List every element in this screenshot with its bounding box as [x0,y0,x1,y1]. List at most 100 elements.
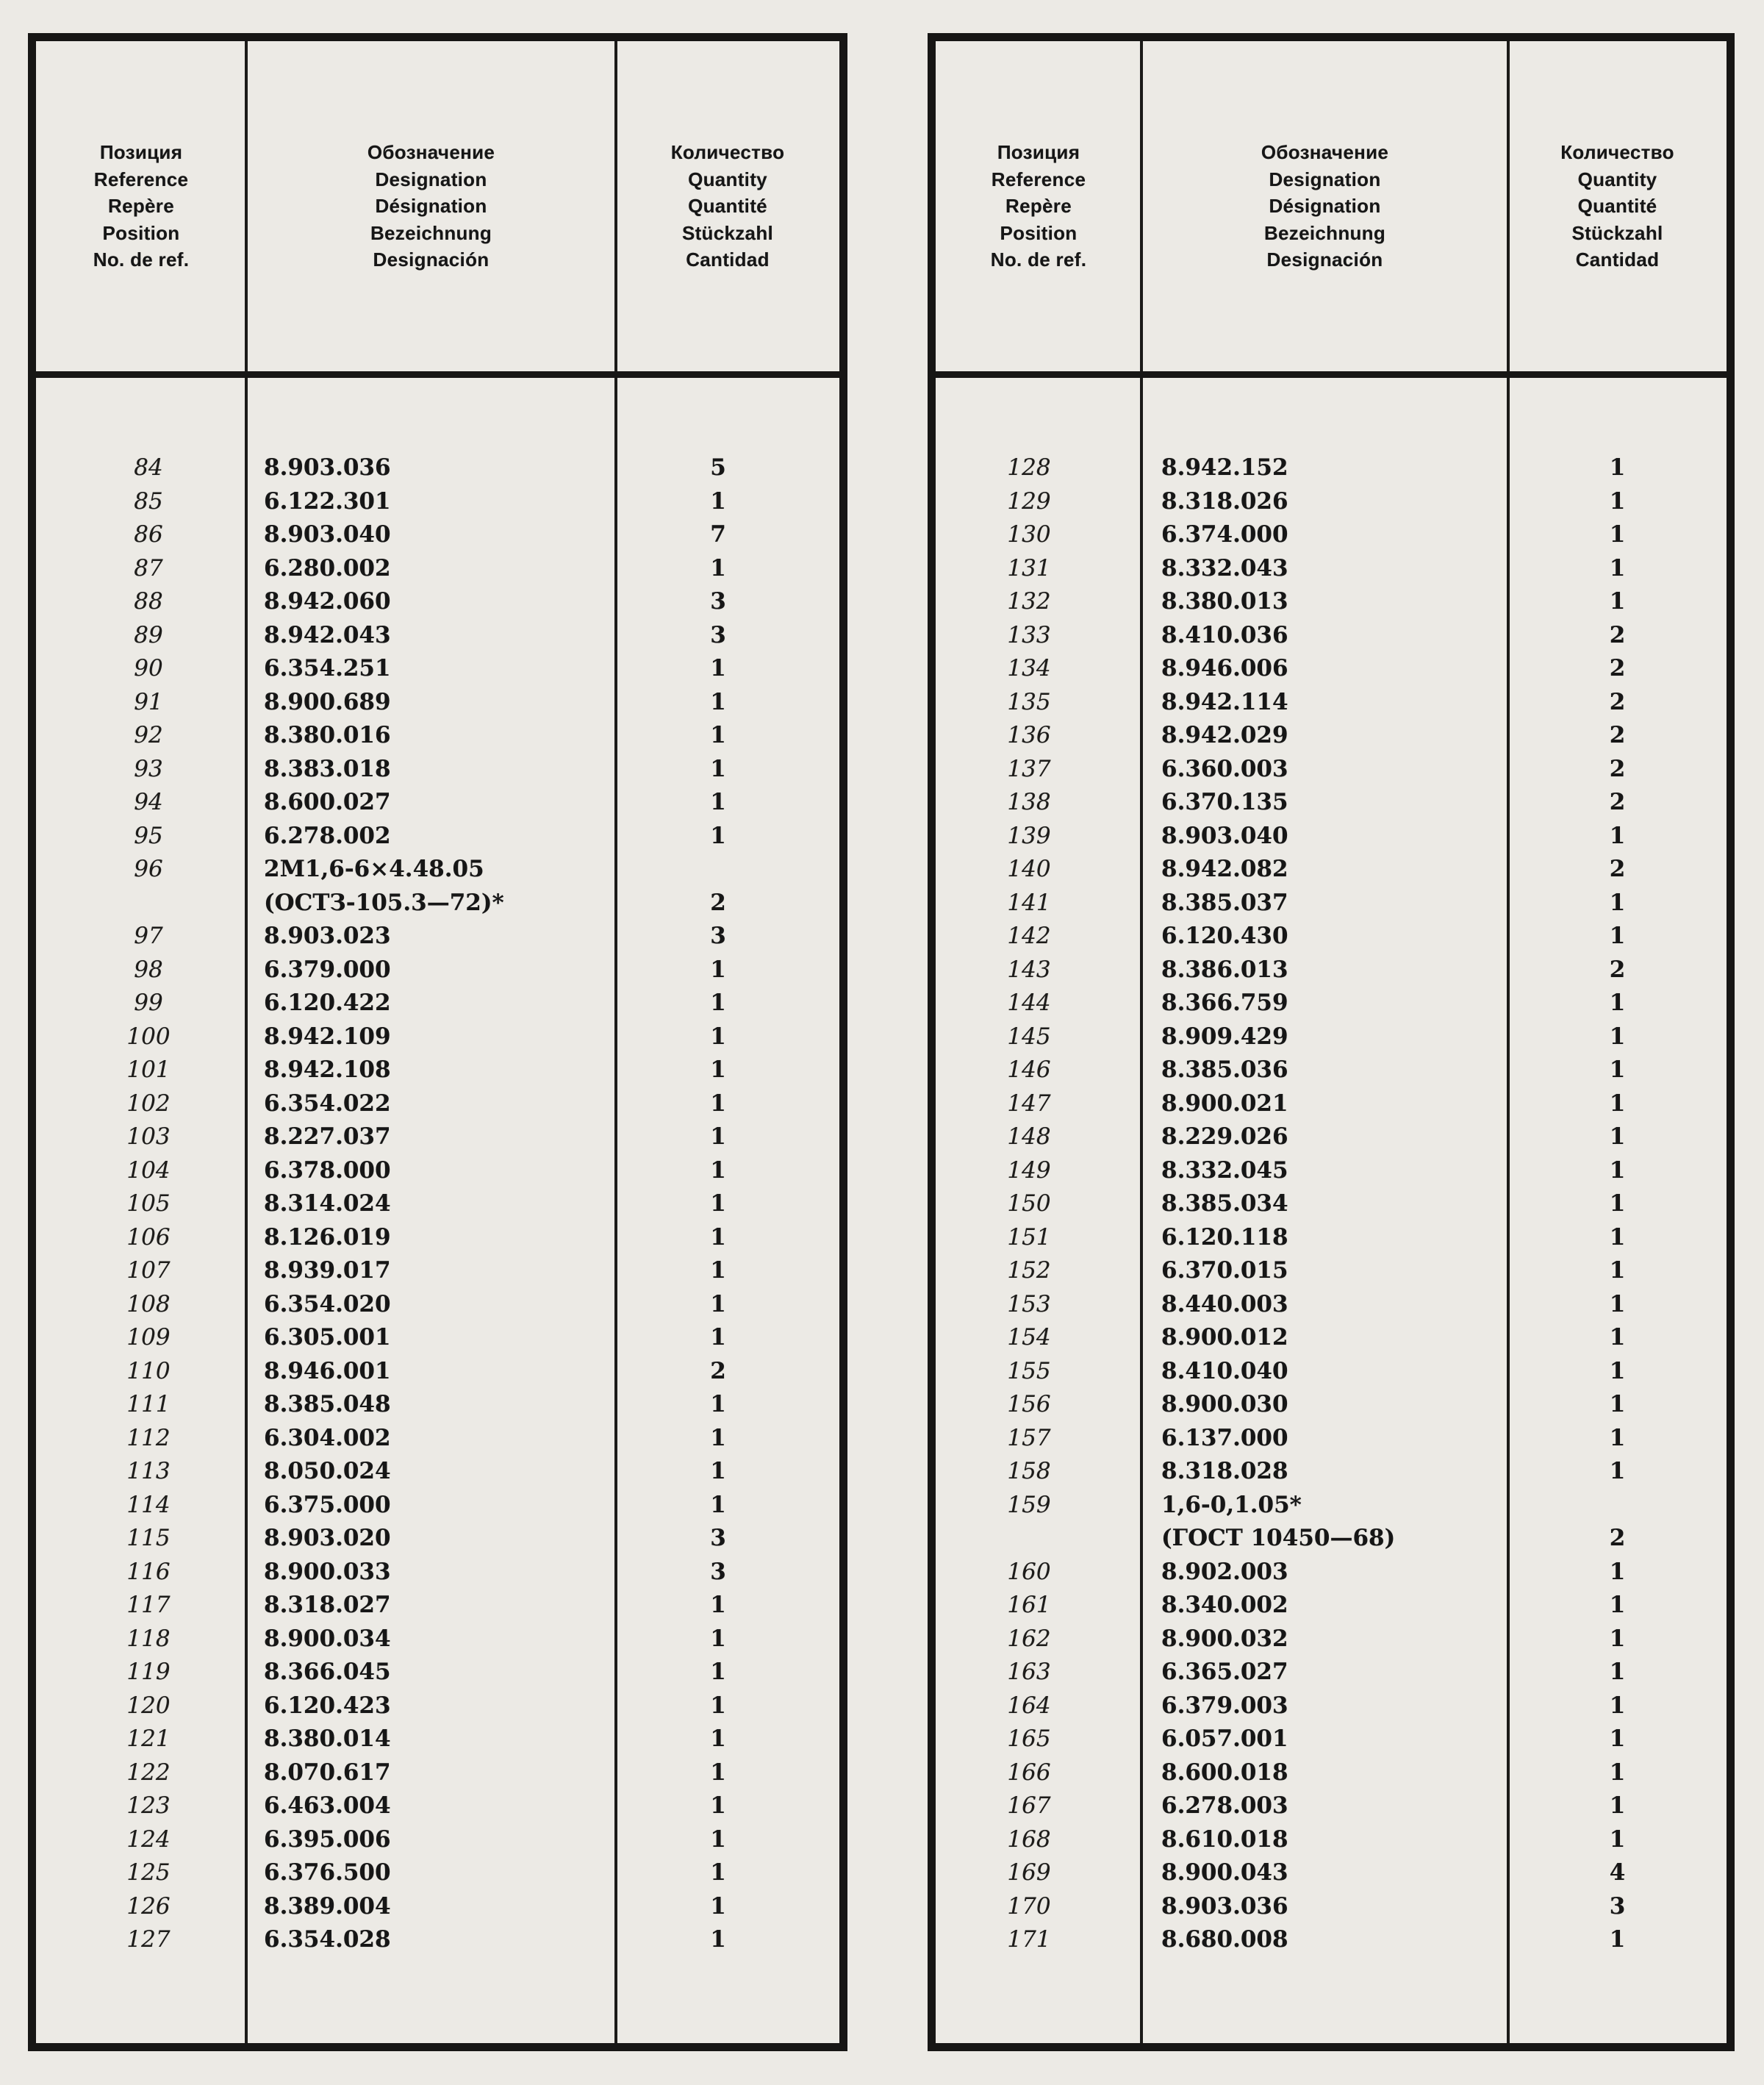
designation-line: 8.340.002 [1161,1592,1288,1618]
table-row: 96 2М1,6-6×4.48.05 (ОСТЗ-105.3—72)* 2 [36,853,839,920]
designation-cell: 8.900.689 [246,686,616,720]
position-cell: 169 [1007,1859,1051,1886]
header-line: Позиция [997,141,1080,164]
position-cell: 142 [1007,923,1051,949]
position-cell: 158 [1007,1458,1051,1484]
quantity-cell: 3 [710,621,726,648]
quantity-cell: 1 [1609,1056,1626,1083]
header-line: Stückzahl [681,221,774,244]
parts-table-right: Позиция Reference Repère Position No. de ref… [928,33,1735,2051]
table-row: 141 8.385.037 1 [936,887,1727,920]
table-row: 134 8.946.006 2 [936,652,1727,686]
table-row: 89 8.942.043 3 [36,619,839,653]
quantity-cell: 1 [1609,1190,1626,1217]
table-row: 144 8.366.759 1 [936,987,1727,1020]
table-row: 139 8.903.040 1 [936,820,1727,854]
designation-cell: 6.354.022 [246,1087,616,1121]
table-row: 162 8.900.032 1 [936,1623,1727,1656]
designation-line: 8.900.032 [1161,1625,1288,1652]
position-cell: 143 [1007,956,1051,983]
table-row: 111 8.385.048 1 [36,1388,839,1422]
position-cell: 87 [134,554,163,582]
header-line: Количество [1560,141,1674,164]
header-line: Quantity [688,168,767,190]
designation-cell: 6.305.001 [246,1321,616,1355]
designation-line: 6.057.001 [1161,1725,1288,1752]
position-cell: 100 [126,1023,171,1050]
designation-line: 8.900.034 [264,1625,391,1652]
designation-line: 6.120.430 [1161,923,1288,949]
designation-line: 6.120.118 [1161,1223,1288,1251]
position-cell: 168 [1007,1825,1051,1853]
designation-cell: 6.370.135 [1141,786,1508,820]
table-row: 157 6.137.000 1 [936,1422,1727,1456]
designation-line: 6.376.500 [264,1859,391,1886]
designation-line: 8.903.036 [1161,1892,1288,1920]
position-cell: 138 [1007,789,1051,815]
table-row: 123 6.463.004 1 [36,1789,839,1823]
designation-cell: 8.380.014 [246,1723,616,1756]
designation-line: 8.942.152 [1161,454,1288,481]
designation-line: 6.360.003 [1161,755,1288,782]
designation-cell: 8.332.045 [1141,1154,1508,1188]
quantity-cell: 1 [710,1892,726,1920]
designation-cell: 6.463.004 [246,1789,616,1823]
position-cell: 154 [1007,1324,1051,1351]
table-row: 107 8.939.017 1 [36,1254,839,1288]
quantity-cell: 1 [1609,487,1626,515]
designation-cell: 6.379.003 [1141,1689,1508,1723]
designation-cell: 8.900.034 [246,1623,616,1656]
designation-line: 8.902.003 [1161,1558,1288,1585]
designation-line: 6.122.301 [264,487,391,515]
position-cell: 93 [134,755,163,782]
designation-line: 6.120.423 [264,1692,391,1719]
designation-line: 6.354.022 [264,1090,391,1117]
position-cell: 160 [1007,1558,1051,1585]
position-cell: 107 [126,1257,171,1284]
quantity-cell: 2 [1609,621,1626,648]
designation-line: 8.380.013 [1161,588,1288,615]
quantity-cell: 3 [710,1525,726,1551]
header-line: Cantidad [1575,248,1660,271]
header-line: No. de ref. [990,248,1087,271]
position-cell: 98 [134,956,163,983]
quantity-cell: 1 [1609,1023,1626,1050]
quantity-cell: 1 [710,1592,726,1618]
table-row: 118 8.900.034 1 [36,1623,839,1656]
designation-cell: 8.903.036 [246,451,616,485]
position-cell: 149 [1007,1156,1051,1184]
quantity-cell: 1 [710,554,726,582]
designation-cell: 8.126.019 [246,1221,616,1255]
column-divider [1507,41,1510,2043]
designation-line: 8.380.014 [264,1725,391,1752]
table-row: 109 6.305.001 1 [36,1321,839,1355]
designation-line: 8.332.045 [1161,1156,1288,1184]
table-row: 94 8.600.027 1 [36,786,839,820]
quantity-cell: 1 [710,1692,726,1719]
designation-cell: 6.278.003 [1141,1789,1508,1823]
designation-cell: 8.340.002 [1141,1589,1508,1623]
table-row: 115 8.903.020 3 [36,1522,839,1556]
quantity-cell: 1 [1609,1692,1626,1719]
quantity-cell: 1 [710,1257,726,1284]
quantity-cell: 1 [1609,1123,1626,1150]
quantity-cell: 1 [1609,1391,1626,1417]
quantity-cell: 1 [710,822,726,849]
designation-line: 8.332.043 [1161,554,1288,582]
quantity-cell: 1 [1609,588,1626,615]
quantity-cell: 1 [1609,1357,1626,1384]
quantity-cell: 3 [1609,1892,1626,1920]
designation-cell: 6.137.000 [1141,1422,1508,1456]
designation-line: 6.354.020 [264,1290,391,1317]
designation-line: 8.318.026 [1161,487,1288,515]
designation-line: 6.370.015 [1161,1257,1288,1284]
designation-cell: 8.900.033 [246,1556,616,1589]
header-line: Bezeichnung [1263,221,1386,244]
quantity-cell: 1 [1609,1156,1626,1184]
designation-cell: 8.942.108 [246,1054,616,1087]
designation-line: 8.600.027 [264,789,391,815]
designation-cell: 8.318.028 [1141,1455,1508,1489]
quantity-cell: 1 [710,1123,726,1150]
table-row: 155 8.410.040 1 [936,1355,1727,1389]
designation-line: 8.366.045 [264,1659,391,1685]
